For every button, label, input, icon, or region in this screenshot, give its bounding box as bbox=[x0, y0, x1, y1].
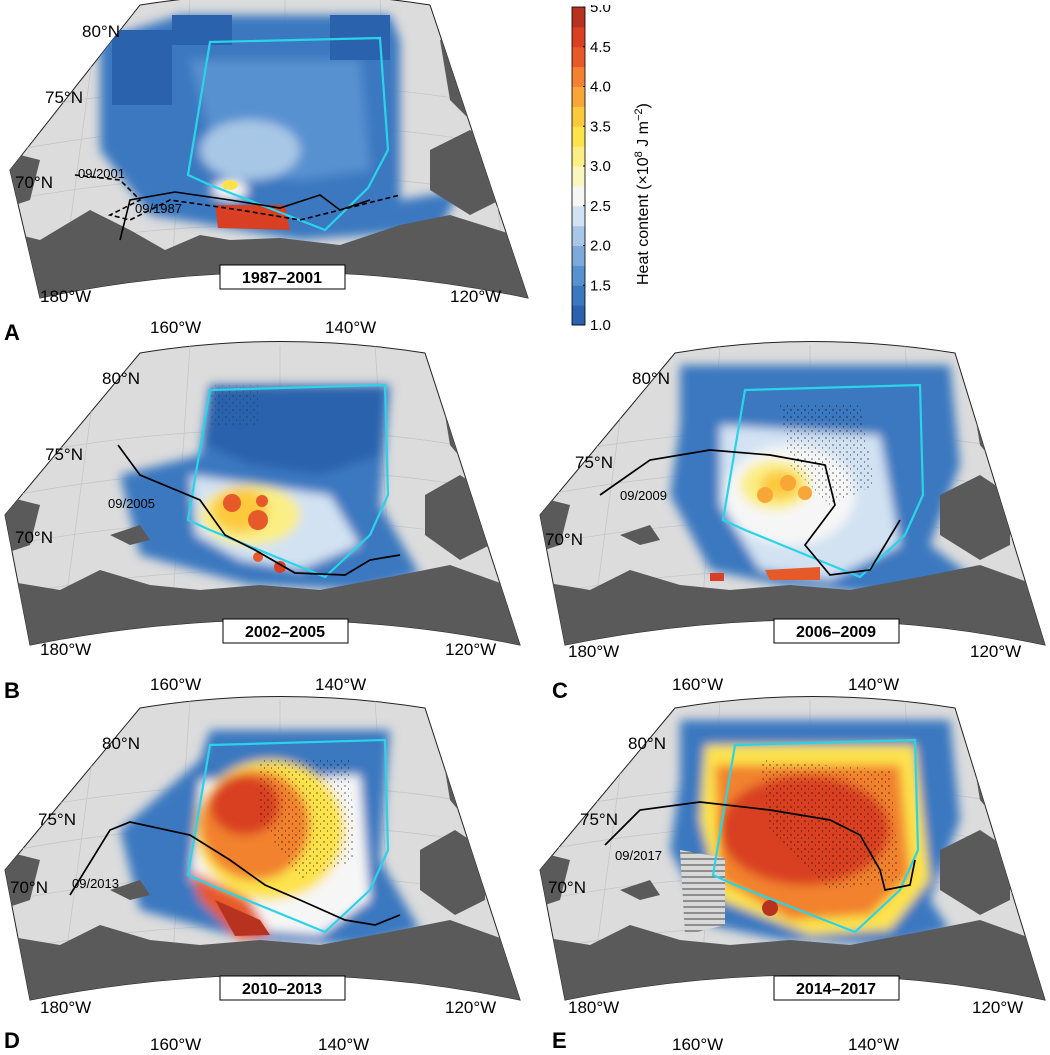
lat-70-label: 70°N bbox=[15, 173, 53, 192]
map-panel-a: 80°N 75°N 70°N 180°W 160°W 140°W 120°W 0… bbox=[0, 0, 540, 345]
colorbar-swatch bbox=[572, 126, 585, 147]
lon-160-label: 160°W bbox=[672, 1035, 723, 1054]
colorbar: 5.0 4.5 4.0 3.5 3.0 2.5 2.0 1.5 1.0 Heat content… bbox=[570, 0, 660, 334]
colorbar-tick-label: 4.0 bbox=[590, 79, 611, 96]
lon-140-label: 140°W bbox=[315, 675, 366, 694]
ice-edge-label: 09/2017 bbox=[615, 848, 662, 863]
period-label: 2010–2013 bbox=[242, 981, 322, 998]
colorbar-tick-label: 3.0 bbox=[590, 158, 611, 175]
map-panel-c: 80°N 75°N 70°N 180°W 160°W 140°W 120°W 0… bbox=[530, 341, 1050, 700]
lat-75-label: 75°N bbox=[45, 445, 83, 464]
map-panel-d: 80°N 75°N 70°N 180°W 160°W 140°W 120°W 0… bbox=[0, 696, 530, 1055]
lat-75-label: 75°N bbox=[580, 810, 618, 829]
lat-70-label: 70°N bbox=[15, 528, 53, 547]
lon-180-label: 180°W bbox=[40, 640, 91, 659]
lat-70-label: 70°N bbox=[545, 530, 583, 549]
colorbar-swatch bbox=[572, 7, 585, 28]
lon-180-label: 180°W bbox=[40, 998, 91, 1017]
ice-edge-label: 09/2009 bbox=[620, 488, 667, 503]
colorbar-tick-label: 4.5 bbox=[590, 39, 611, 56]
colorbar-swatch bbox=[572, 46, 585, 68]
lon-160-label: 160°W bbox=[150, 318, 201, 337]
period-label: 2006–2009 bbox=[796, 624, 876, 641]
lat-75-label: 75°N bbox=[575, 453, 613, 472]
colorbar-swatch bbox=[572, 66, 585, 87]
period-label: 1987–2001 bbox=[242, 270, 322, 287]
panel-letter-e: E bbox=[552, 1028, 567, 1053]
lon-160-label: 160°W bbox=[150, 1035, 201, 1054]
panel-letter-c: C bbox=[552, 678, 568, 703]
map-panel-b: 80°N 75°N 70°N 180°W 160°W 140°W 120°W 0… bbox=[0, 341, 530, 700]
lon-160-label: 160°W bbox=[150, 675, 201, 694]
lon-180-label: 180°W bbox=[40, 287, 91, 306]
colorbar-swatch bbox=[572, 86, 585, 107]
panel-letter-a: A bbox=[4, 320, 20, 345]
colorbar-swatch bbox=[572, 205, 585, 227]
colorbar-label: Heat content (×108 J m−2) bbox=[633, 103, 652, 285]
colorbar-tick-label: 1.5 bbox=[590, 277, 611, 294]
colorbar-swatch bbox=[572, 185, 585, 207]
ice-edge-label: 09/1987 bbox=[135, 201, 182, 216]
lat-80-label: 80°N bbox=[102, 369, 140, 388]
lon-120-label: 120°W bbox=[972, 998, 1023, 1017]
colorbar-swatch bbox=[572, 225, 585, 246]
lon-180-label: 180°W bbox=[568, 642, 619, 661]
lon-120-label: 120°W bbox=[450, 287, 501, 306]
colorbar-swatch bbox=[572, 26, 585, 48]
colorbar-swatch bbox=[572, 265, 585, 286]
lat-80-label: 80°N bbox=[102, 734, 140, 753]
lon-180-label: 180°W bbox=[568, 998, 619, 1017]
colorbar-tick-label: 2.5 bbox=[590, 198, 611, 215]
ice-edge-label: 09/2005 bbox=[108, 496, 155, 511]
ice-edge-label: 09/2013 bbox=[72, 876, 119, 891]
colorbar-swatch bbox=[572, 146, 585, 167]
lon-140-label: 140°W bbox=[848, 1035, 899, 1054]
colorbar-tick-label: 3.5 bbox=[590, 118, 611, 135]
colorbar-swatch bbox=[572, 106, 585, 127]
lat-80-label: 80°N bbox=[82, 22, 120, 41]
ice-edge-label: 09/2001 bbox=[78, 166, 125, 181]
colorbar-swatch bbox=[572, 166, 585, 187]
colorbar-tick-label: 5.0 bbox=[590, 5, 611, 16]
colorbar-tick-label: 1.0 bbox=[590, 317, 611, 330]
lat-75-label: 75°N bbox=[38, 810, 76, 829]
lon-120-label: 120°W bbox=[970, 642, 1021, 661]
period-label: 2014–2017 bbox=[796, 981, 876, 998]
lat-80-label: 80°N bbox=[632, 369, 670, 388]
colorbar-tick-label: 2.0 bbox=[590, 238, 611, 255]
period-label: 2002–2005 bbox=[245, 624, 325, 641]
lat-80-label: 80°N bbox=[628, 734, 666, 753]
panel-letter-d: D bbox=[4, 1028, 20, 1053]
lon-160-label: 160°W bbox=[672, 675, 723, 694]
lon-140-label: 140°W bbox=[848, 675, 899, 694]
lon-120-label: 120°W bbox=[445, 640, 496, 659]
lon-140-label: 140°W bbox=[318, 1035, 369, 1054]
colorbar-swatch bbox=[572, 245, 585, 266]
lat-70-label: 70°N bbox=[548, 878, 586, 897]
panel-letter-b: B bbox=[4, 678, 20, 703]
colorbar-swatch bbox=[572, 305, 585, 326]
map-panel-e: 80°N 75°N 70°N 180°W 160°W 140°W 120°W 0… bbox=[530, 696, 1050, 1055]
colorbar-swatch bbox=[572, 285, 585, 306]
lon-140-label: 140°W bbox=[325, 318, 376, 337]
lat-70-label: 70°N bbox=[10, 878, 48, 897]
lon-120-label: 120°W bbox=[445, 998, 496, 1017]
lat-75-label: 75°N bbox=[45, 88, 83, 107]
